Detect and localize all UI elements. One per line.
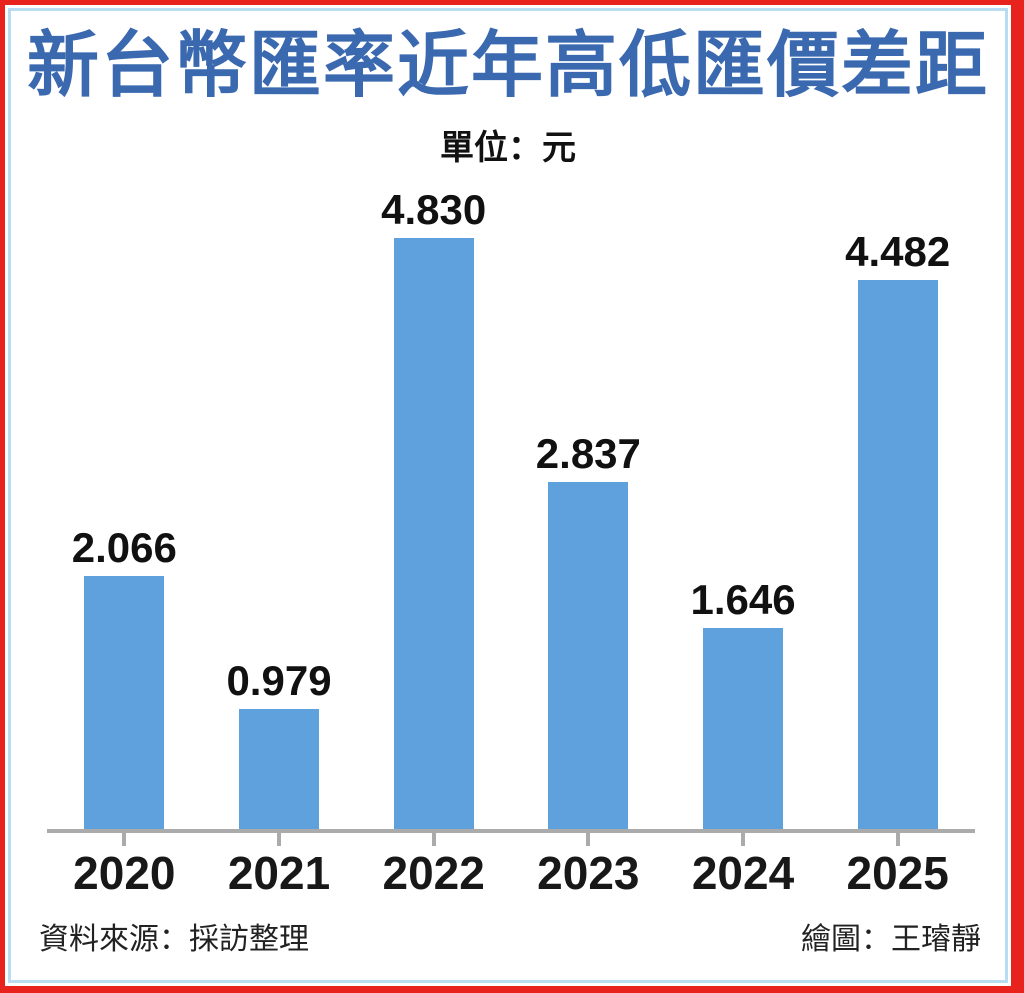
- plot-area: 2.066 0.979 4.830 2.837 1.646 4.482: [47, 185, 975, 834]
- axis-tick-cell: [202, 833, 357, 847]
- x-axis-label-2024: 2024: [691, 847, 795, 900]
- x-axis-label-2020: 2020: [73, 847, 176, 900]
- axis-ticks-row: [47, 833, 975, 847]
- chart-panel: 新台幣匯率近年高低匯價差距 單位：元 2.066 0.979 4.830 2.837 1…: [8, 8, 1008, 983]
- footer: 資料來源：採訪整理 繪圖：王璿靜: [39, 914, 981, 958]
- x-axis-labels-row: 2020 2021 2022 2023 2024 2025: [47, 850, 975, 896]
- bar-slot: 1.646: [666, 576, 821, 830]
- axis-tick: [586, 833, 591, 847]
- axis-tick-cell: [666, 833, 821, 847]
- bar-2025: [857, 280, 938, 830]
- bar-slot: 4.482: [820, 228, 975, 830]
- bar-2024: [703, 628, 784, 830]
- x-axis-label-2025: 2025: [846, 847, 949, 900]
- bar-value-label: 2.066: [71, 524, 177, 572]
- axis-tick: [741, 833, 746, 847]
- unit-label: 單位：元: [440, 129, 576, 168]
- axis-tick-cell: [356, 833, 511, 847]
- axis-tick: [277, 833, 281, 847]
- bar-2022: [393, 238, 474, 830]
- axis-tick: [122, 833, 127, 847]
- credit-note: 繪圖：王璿靜: [801, 923, 981, 957]
- bar-slot: 4.830: [356, 186, 511, 830]
- bar-slot: 2.837: [511, 430, 666, 830]
- chart-title: 新台幣匯率近年高低匯價差距: [26, 26, 989, 106]
- source-note: 資料來源：採訪整理: [39, 923, 309, 957]
- bar-value-label: 0.979: [226, 657, 332, 705]
- axis-tick: [895, 833, 900, 847]
- bar-slot: 2.066: [47, 524, 202, 830]
- bar-chart: 2.066 0.979 4.830 2.837 1.646 4.482 2020 2021 2…: [47, 185, 975, 896]
- axis-tick-cell: [47, 833, 202, 847]
- axis-tick: [431, 833, 436, 847]
- x-axis-label-2022: 2022: [382, 847, 485, 900]
- bar-value-label: 1.646: [690, 576, 796, 624]
- bar-value-label: 4.482: [845, 228, 951, 276]
- bar-value-label: 4.830: [381, 186, 487, 234]
- x-axis-label-2021: 2021: [227, 847, 331, 900]
- bar-2020: [84, 576, 165, 830]
- bar-value-label: 2.837: [535, 430, 641, 478]
- bar-2023: [548, 482, 629, 830]
- axis-tick-cell: [511, 833, 666, 847]
- bar-2021: [239, 709, 319, 830]
- x-axis-label-2023: 2023: [537, 847, 640, 900]
- axis-tick-cell: [820, 833, 975, 847]
- bar-slot: 0.979: [202, 657, 357, 830]
